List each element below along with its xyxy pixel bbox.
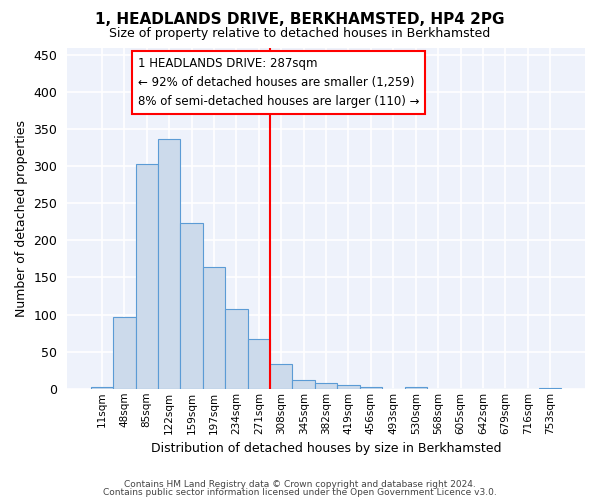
Text: 1, HEADLANDS DRIVE, BERKHAMSTED, HP4 2PG: 1, HEADLANDS DRIVE, BERKHAMSTED, HP4 2PG xyxy=(95,12,505,28)
X-axis label: Distribution of detached houses by size in Berkhamsted: Distribution of detached houses by size … xyxy=(151,442,502,455)
Bar xyxy=(136,164,158,389)
Bar xyxy=(113,317,136,389)
Bar xyxy=(181,222,203,389)
Bar xyxy=(270,364,292,389)
Bar xyxy=(404,388,427,389)
Bar xyxy=(91,386,113,389)
Bar xyxy=(337,385,360,389)
Bar xyxy=(360,388,382,389)
Bar xyxy=(158,140,181,389)
Y-axis label: Number of detached properties: Number of detached properties xyxy=(15,120,28,316)
Bar xyxy=(315,383,337,389)
Text: Size of property relative to detached houses in Berkhamsted: Size of property relative to detached ho… xyxy=(109,28,491,40)
Text: Contains HM Land Registry data © Crown copyright and database right 2024.: Contains HM Land Registry data © Crown c… xyxy=(124,480,476,489)
Bar xyxy=(248,339,270,389)
Text: 1 HEADLANDS DRIVE: 287sqm
← 92% of detached houses are smaller (1,259)
8% of sem: 1 HEADLANDS DRIVE: 287sqm ← 92% of detac… xyxy=(138,57,419,108)
Text: Contains public sector information licensed under the Open Government Licence v3: Contains public sector information licen… xyxy=(103,488,497,497)
Bar xyxy=(539,388,562,389)
Bar xyxy=(225,308,248,389)
Bar xyxy=(203,267,225,389)
Bar xyxy=(292,380,315,389)
